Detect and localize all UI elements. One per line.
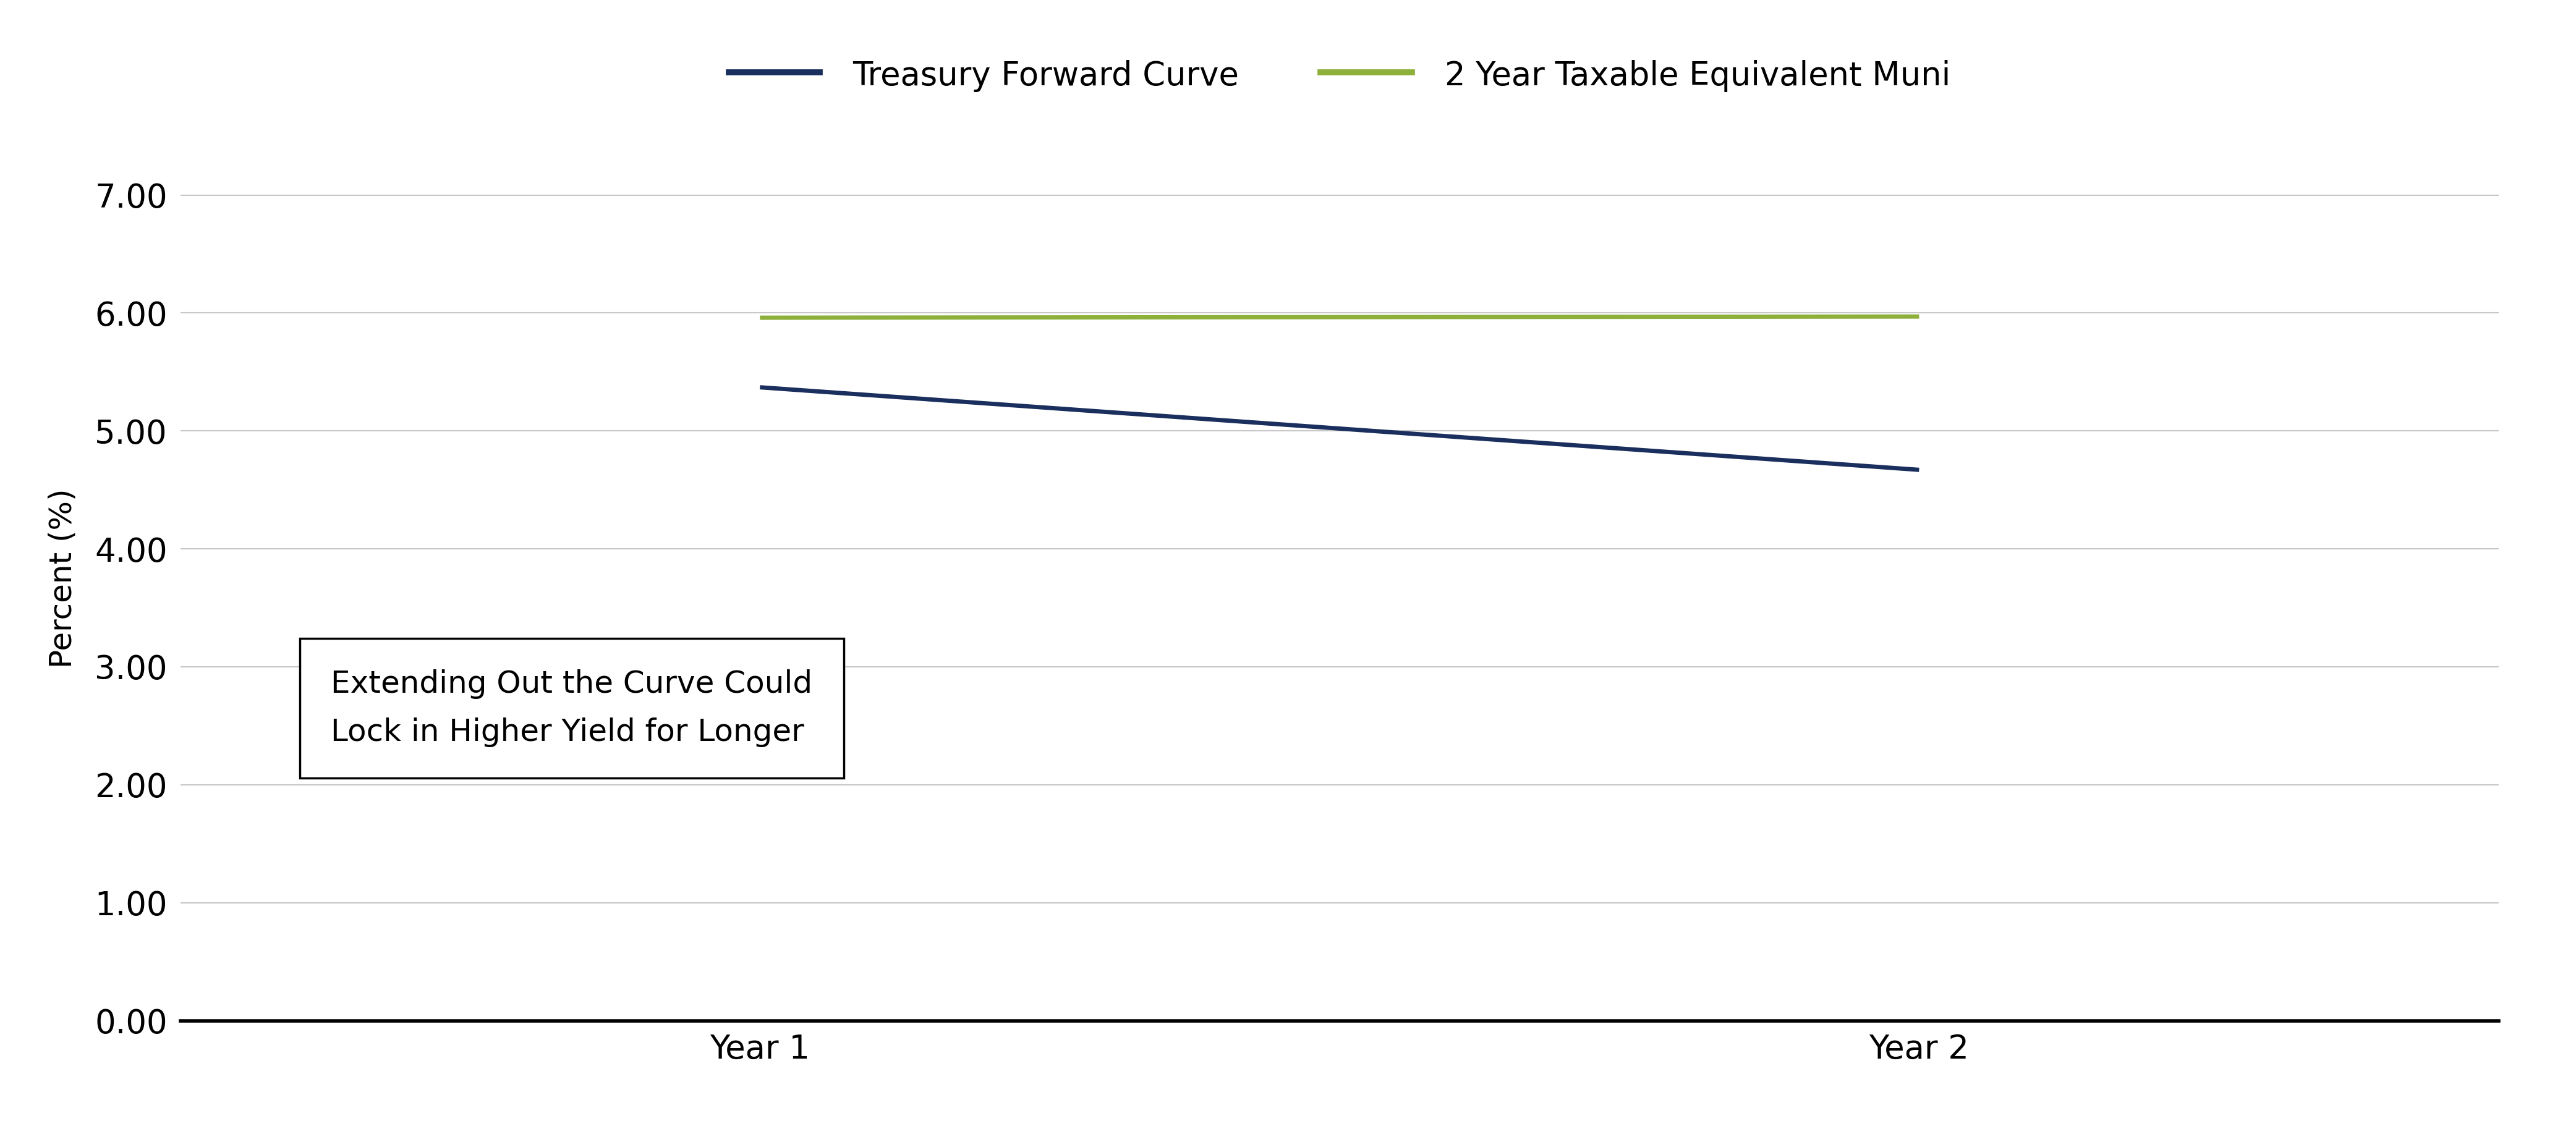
Text: Extending Out the Curve Could
Lock in Higher Yield for Longer: Extending Out the Curve Could Lock in Hi… xyxy=(330,669,811,747)
Legend: Treasury Forward Curve, 2 Year Taxable Equivalent Muni: Treasury Forward Curve, 2 Year Taxable E… xyxy=(716,46,1963,105)
Y-axis label: Percent (%): Percent (%) xyxy=(49,489,77,668)
